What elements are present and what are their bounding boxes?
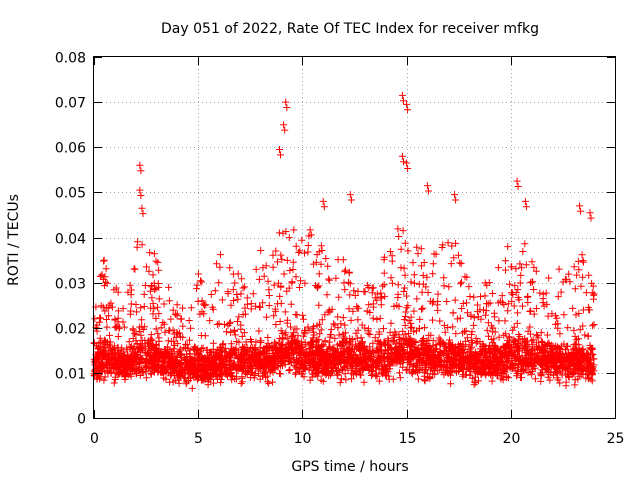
x-axis-label: GPS time / hours <box>291 459 408 475</box>
axis-ticks: 0 0.01 0.02 0.03 0.04 0.05 0.06 0.07 0.08 0 5 10 15 2… <box>55 51 625 448</box>
x-tick-label: 25 <box>607 431 625 447</box>
data-points <box>90 91 598 392</box>
axes <box>93 56 616 419</box>
x-tick-label: 15 <box>399 431 417 447</box>
y-tick-label: 0.06 <box>55 141 86 157</box>
x-tick-label: 5 <box>194 431 203 447</box>
y-tick-label: 0.08 <box>55 51 86 67</box>
x-tick-label: 10 <box>294 431 312 447</box>
y-tick-label: 0.03 <box>55 277 86 293</box>
x-tick-label: 0 <box>90 431 99 447</box>
y-tick-label: 0 <box>77 412 86 428</box>
roti-series-markers <box>90 91 598 392</box>
y-tick-label: 0.04 <box>55 232 86 248</box>
x-tick-label: 20 <box>503 431 521 447</box>
y-axis-label: ROTI / TECUs <box>6 194 22 286</box>
y-tick-label: 0.05 <box>55 186 86 202</box>
y-tick-label: 0.02 <box>55 322 86 338</box>
y-tick-label: 0.07 <box>55 96 86 112</box>
plot-frame <box>93 56 616 419</box>
chart-title: Day 051 of 2022, Rate Of TEC Index for r… <box>161 21 539 37</box>
y-tick-label: 0.01 <box>55 367 86 383</box>
